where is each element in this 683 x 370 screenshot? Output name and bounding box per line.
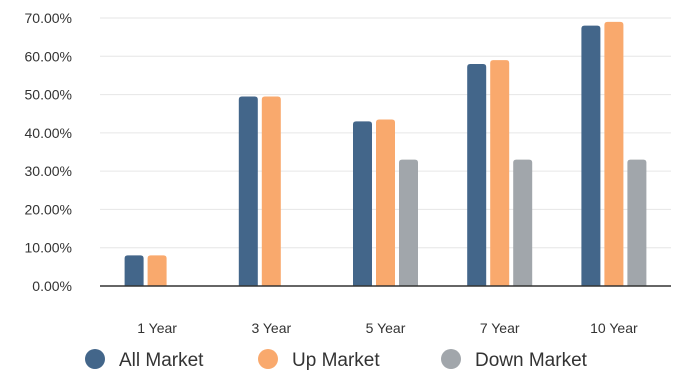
x-axis-ticks: 1 Year 3 Year 5 Year 7 Year 10 Year: [137, 320, 638, 336]
bar-all-market: [467, 63, 487, 286]
y-tick-label: 40.00%: [25, 125, 72, 141]
x-tick-label: 1 Year: [137, 320, 177, 336]
bar-up-market: [604, 21, 624, 286]
bar-up-market: [376, 119, 395, 286]
y-tick-label: 30.00%: [25, 163, 72, 179]
x-tick-label: 3 Year: [251, 320, 291, 336]
bar-down-market: [399, 159, 418, 286]
x-tick-label: 10 Year: [590, 320, 638, 336]
y-tick-label: 0.00%: [32, 278, 72, 294]
legend-swatch: [441, 349, 461, 369]
bar-down-market: [627, 159, 647, 286]
legend: All Market Up Market Down Market: [85, 349, 588, 370]
y-axis-ticks: 0.00% 10.00% 20.00% 30.00% 40.00% 50.00% 60.00…: [25, 10, 72, 294]
bar-all-market: [353, 121, 372, 286]
y-tick-label: 60.00%: [25, 48, 72, 64]
bar-up-market: [490, 60, 510, 286]
x-tick-label: 7 Year: [480, 320, 520, 336]
y-tick-label: 10.00%: [25, 240, 72, 256]
legend-label: Up Market: [292, 350, 380, 370]
legend-label: Down Market: [475, 350, 588, 370]
bar-up-market: [261, 96, 281, 286]
y-tick-label: 70.00%: [25, 10, 72, 26]
bars: [124, 21, 647, 287]
bar-all-market: [238, 96, 258, 286]
legend-swatch: [258, 349, 278, 369]
bar-all-market: [124, 255, 144, 286]
legend-label: All Market: [119, 350, 204, 370]
legend-swatch: [85, 349, 105, 369]
bar-up-market: [147, 255, 167, 286]
y-tick-label: 20.00%: [25, 201, 72, 217]
bar-all-market: [581, 25, 601, 287]
bar-down-market: [513, 159, 533, 286]
x-tick-label: 5 Year: [366, 320, 406, 336]
y-tick-label: 50.00%: [25, 87, 72, 103]
